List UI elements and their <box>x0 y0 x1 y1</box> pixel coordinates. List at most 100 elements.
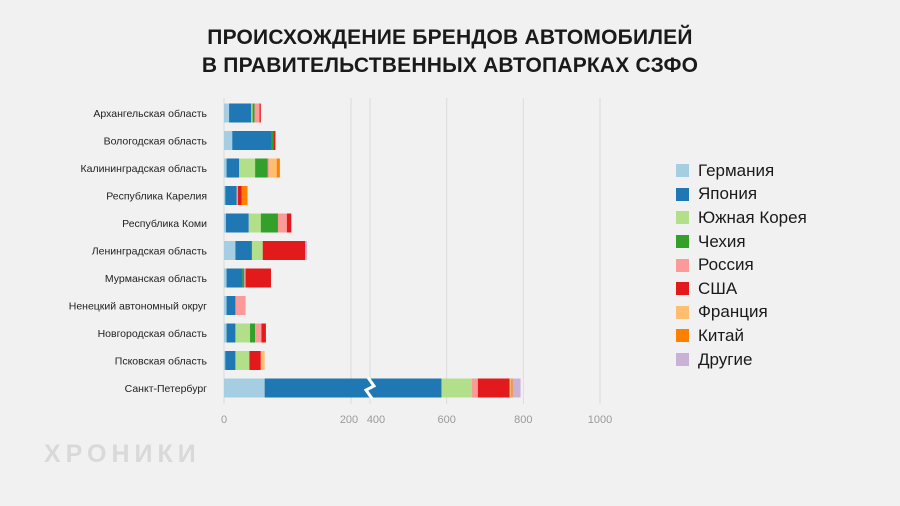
bar-segment-Россия <box>277 213 287 233</box>
legend-label: Франция <box>698 302 768 322</box>
x-tick-label: 200 <box>340 414 358 426</box>
category-label: Архангельская область <box>93 108 207 120</box>
bar-segment-Южная Корея <box>248 213 261 233</box>
category-label: Вологодская область <box>104 136 208 148</box>
bar-segment-Германия <box>224 296 227 315</box>
legend-swatch <box>676 187 689 201</box>
legend-label: Китай <box>698 325 744 345</box>
axis-break-marker <box>363 376 377 400</box>
category-label: Ленинградская область <box>92 246 208 258</box>
bar-segment-Южная Корея <box>235 323 251 343</box>
legend-label: Чехия <box>698 231 746 251</box>
bar-segment-Германия <box>224 186 226 205</box>
x-tick-label: 0 <box>221 414 227 426</box>
category-label: Мурманская область <box>105 273 208 285</box>
bar-segment-Япония <box>226 158 240 178</box>
bar-segment-США <box>286 213 292 233</box>
bar-segment-Япония <box>226 268 243 288</box>
bar-segment-Южная Корея <box>251 103 253 123</box>
bar-segment-США <box>249 351 261 370</box>
chart-legend: Германия Япония Южная Корея Чехия Россия США Ф… <box>676 159 807 371</box>
legend-item: Чехия <box>676 230 807 254</box>
legend-label: Россия <box>698 255 754 275</box>
bar-segment-Германия <box>224 131 233 150</box>
bar-segment-Германия <box>224 213 226 233</box>
bar-segment-США <box>237 186 242 205</box>
bar-segment-Япония <box>226 323 236 343</box>
legend-label: Другие <box>698 349 753 369</box>
legend-label: Южная Корея <box>698 207 807 227</box>
bar-segment-Япония <box>225 186 237 205</box>
bar-segment-Германия <box>224 268 227 288</box>
bar-segment-Южная Корея <box>235 351 250 370</box>
bar-segment-США <box>477 378 510 398</box>
bar-segment-Япония <box>264 378 442 398</box>
legend-item: Китай <box>676 324 807 348</box>
legend-swatch <box>676 353 689 367</box>
watermark-logo: ХРОНИКИ <box>44 440 201 468</box>
bar-segment-Чехия <box>270 131 274 150</box>
category-label: Республика Коми <box>122 218 207 230</box>
bar-segment-Другие <box>305 241 308 260</box>
legend-item: Япония <box>676 183 807 207</box>
chart-title: ПРОИСХОЖДЕНИЕ БРЕНДОВ АВТОМОБИЛЕЙ В ПРАВ… <box>0 24 900 80</box>
category-label: Псковская область <box>115 356 208 368</box>
legend-swatch <box>676 164 689 178</box>
category-label: Калининградская область <box>81 163 208 175</box>
bar-segment-Южная Корея <box>239 158 256 178</box>
bar-segment-Россия <box>236 186 238 205</box>
legend-item: Германия <box>676 159 807 183</box>
legend-swatch <box>676 282 689 296</box>
legend-item: США <box>676 277 807 301</box>
bar-segment-Германия <box>224 158 227 178</box>
legend-item: Южная Корея <box>676 206 807 230</box>
chart-title-line-1: ПРОИСХОЖДЕНИЕ БРЕНДОВ АВТОМОБИЛЕЙ <box>207 26 693 49</box>
bar-segment-Япония <box>226 296 236 315</box>
bar-segment-США <box>262 241 306 260</box>
bar-segment-США <box>259 103 261 123</box>
bar-segment-Япония <box>225 351 236 370</box>
bar-segment-Россия <box>267 158 270 178</box>
chart-title-line-2: В ПРАВИТЕЛЬСТВЕННЫХ АВТОПАРКАХ СЗФО <box>201 54 699 77</box>
x-tick-label: 400 <box>367 414 385 426</box>
legend-label: Германия <box>698 160 775 180</box>
bar-segment-Россия <box>472 378 478 398</box>
legend-item: Другие <box>676 348 807 372</box>
bar-segment-Франция <box>269 158 277 178</box>
bar-segment-Япония <box>232 131 271 150</box>
bar-segment-Германия <box>224 323 227 343</box>
bar-segment-Чехия <box>260 213 278 233</box>
x-tick-label: 600 <box>437 414 455 426</box>
bar-segment-Чехия <box>255 158 268 178</box>
bar-segment-Китай <box>511 378 513 398</box>
bar-segment-Франция <box>260 351 265 370</box>
bar-segment-США <box>273 131 276 150</box>
bar-segment-Чехия <box>242 268 245 288</box>
bar-segment-Россия <box>255 323 262 343</box>
legend-item: Франция <box>676 301 807 325</box>
bar-segment-Франция <box>509 378 512 398</box>
legend-swatch <box>676 305 689 319</box>
bar-segment-Россия <box>254 103 260 123</box>
bar-segment-США <box>245 268 271 288</box>
legend-swatch <box>676 258 689 272</box>
bar-segment-Германия <box>224 241 236 260</box>
bar-segment-Германия <box>224 378 265 398</box>
category-label: Республика Карелия <box>106 191 207 203</box>
x-tick-label: 1000 <box>588 414 612 426</box>
bar-segment-Германия <box>224 103 230 123</box>
category-label: Ненецкий автономный округ <box>69 301 207 313</box>
bar-segment-Чехия <box>250 323 256 343</box>
bar-segment-Южная Корея <box>441 378 473 398</box>
bar-segment-Китай <box>276 158 280 178</box>
bar-segment-Япония <box>225 213 249 233</box>
legend-swatch <box>676 235 689 249</box>
legend-label: США <box>698 278 738 298</box>
bar-segment-Германия <box>224 351 226 370</box>
bar-segment-Другие <box>512 378 521 398</box>
bar-segment-Россия <box>244 268 246 288</box>
legend-label: Япония <box>698 184 758 204</box>
bar-segment-Япония <box>229 103 252 123</box>
bar-segment-Китай <box>241 186 248 205</box>
legend-item: Россия <box>676 253 807 277</box>
